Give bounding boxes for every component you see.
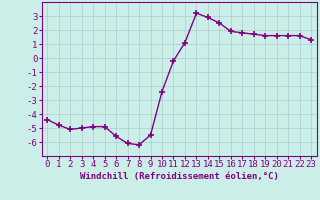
X-axis label: Windchill (Refroidissement éolien,°C): Windchill (Refroidissement éolien,°C) xyxy=(80,172,279,181)
